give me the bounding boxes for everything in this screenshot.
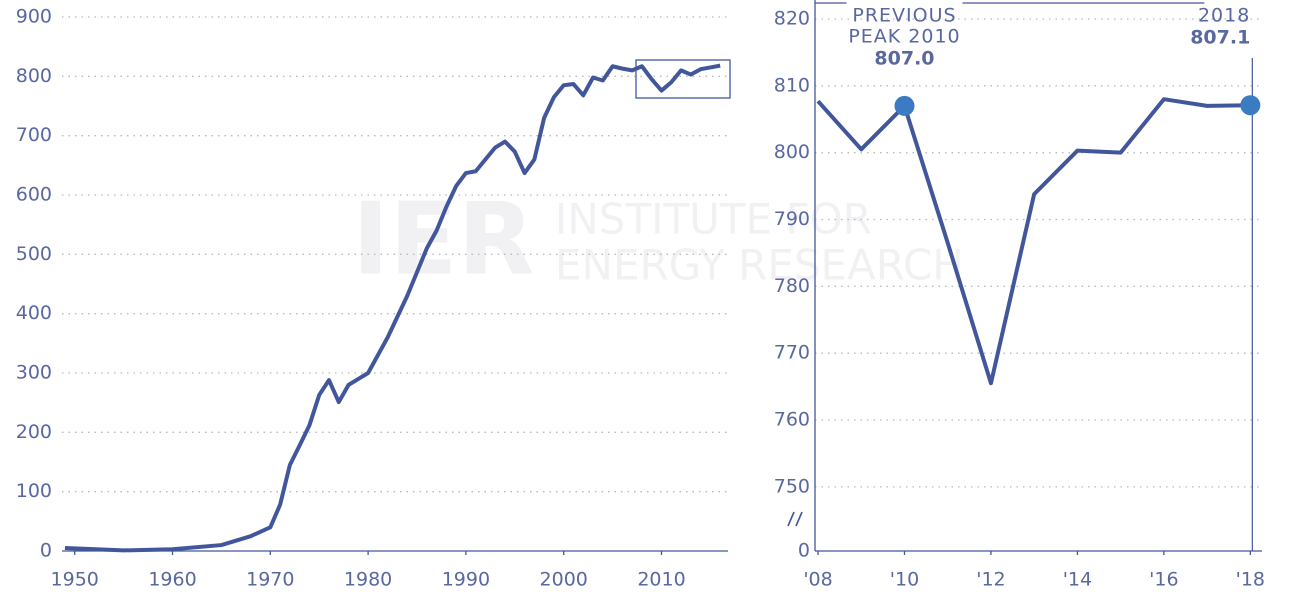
x-tick-label: '16	[1149, 569, 1178, 591]
zoom-box	[635, 59, 731, 99]
x-tick-label: 1970	[246, 569, 294, 591]
watermark: IER INSTITUTE FOR ENERGY RESEARCH	[352, 180, 964, 297]
watermark-text: INSTITUTE FOR	[555, 195, 872, 244]
annotation-text: PREVIOUS	[852, 5, 956, 27]
y-tick-label: 700	[16, 124, 52, 146]
y-tick-label: 790	[774, 208, 810, 230]
x-tick-label: '14	[1063, 569, 1092, 591]
value-label: 807.1	[1190, 27, 1250, 49]
highlight-marker	[1240, 95, 1261, 116]
value-label: 807.0	[874, 48, 934, 70]
x-tick-label: 1990	[442, 569, 490, 591]
annotation-text: PEAK 2010	[848, 26, 960, 48]
y-tick-label: 820	[774, 8, 810, 30]
y-tick-label: 500	[16, 243, 52, 265]
axis-break	[787, 511, 803, 527]
x-tick-label: 1980	[344, 569, 392, 591]
y-tick-label: 100	[16, 480, 52, 502]
y-tick-label: 400	[16, 302, 52, 324]
x-tick-label: '08	[803, 569, 832, 591]
x-tick-label: 2000	[540, 569, 588, 591]
x-tick-label: 1960	[148, 569, 196, 591]
y-tick-label: 0	[798, 540, 810, 562]
y-tick-label: 810	[774, 74, 810, 96]
x-tick-label: '10	[890, 569, 919, 591]
x-tick-label: '18	[1236, 569, 1265, 591]
x-tick-label: 2010	[637, 569, 685, 591]
annotation-text: 2018	[1198, 5, 1250, 27]
data-line	[64, 63, 721, 553]
y-tick-label: 750	[774, 475, 810, 497]
watermark-logo: IER	[352, 180, 535, 297]
y-tick-label: 0	[40, 540, 52, 562]
x-tick-label: 1950	[51, 569, 99, 591]
y-tick-label: 800	[774, 141, 810, 163]
highlight-marker	[894, 95, 915, 116]
y-tick-label: 780	[774, 275, 810, 297]
x-tick-label: '12	[976, 569, 1005, 591]
y-tick-label: 800	[16, 65, 52, 87]
watermark-text: ENERGY RESEARCH	[555, 241, 964, 290]
y-tick-label: 900	[16, 6, 52, 28]
y-tick-label: 760	[774, 409, 810, 431]
y-tick-label: 600	[16, 184, 52, 206]
y-tick-label: 200	[16, 421, 52, 443]
y-tick-label: 300	[16, 362, 52, 384]
y-tick-label: 770	[774, 342, 810, 364]
data-line	[816, 97, 1251, 386]
